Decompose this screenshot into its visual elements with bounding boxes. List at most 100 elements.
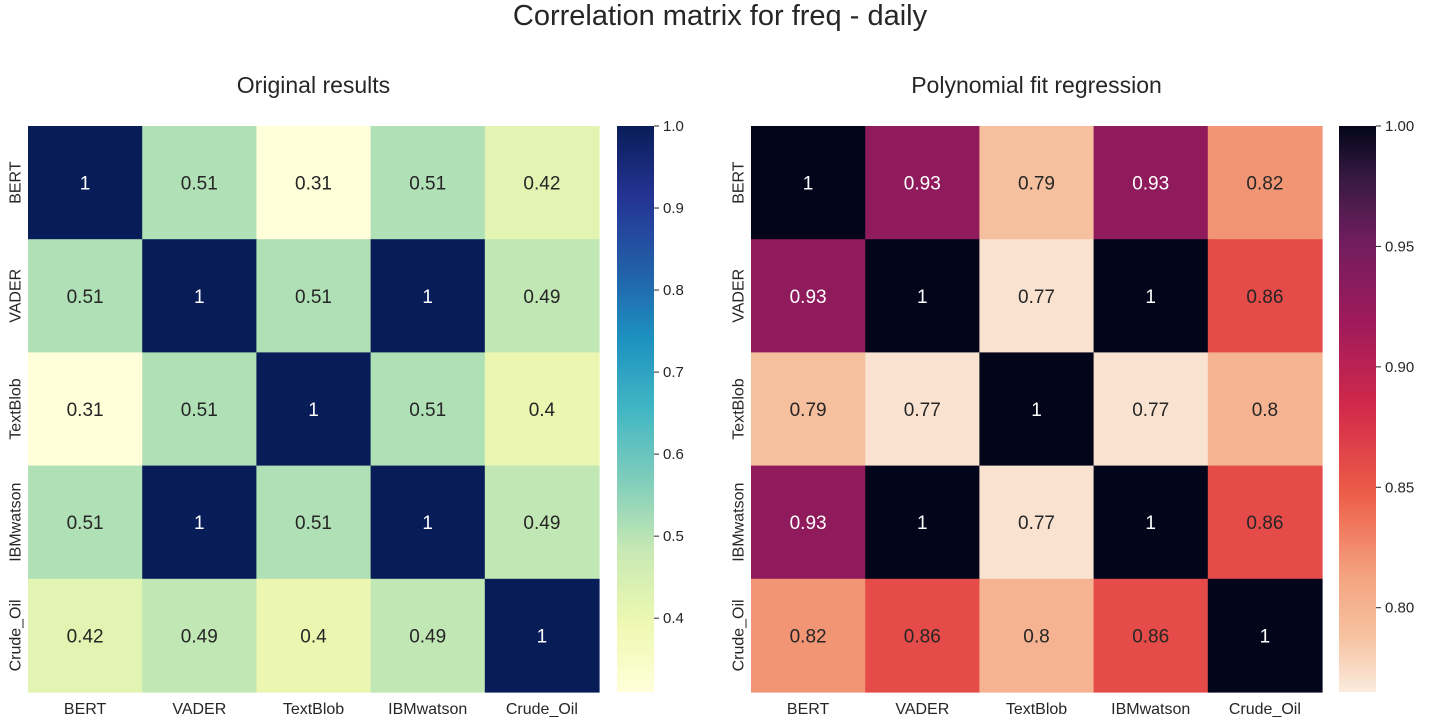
heatmap-cell (142, 126, 257, 240)
cell-annotation: 1 (194, 287, 205, 308)
heatmap-cell (484, 352, 600, 467)
y-tick-label: IBMwatson (8, 483, 25, 562)
cell-annotation: 0.77 (1018, 287, 1055, 308)
cell-annotation: 0.42 (523, 174, 560, 195)
cell-annotation: 0.93 (790, 287, 827, 308)
heatmap-cell (979, 465, 1095, 580)
cell-annotation: 0.49 (409, 626, 446, 647)
cell-annotation: 1 (917, 513, 928, 534)
heatmap-cell (142, 352, 257, 467)
cell-annotation: 1 (422, 513, 433, 534)
cell-annotation: 1 (308, 400, 319, 421)
cell-annotation: 0.51 (409, 400, 446, 421)
heatmap-cell (28, 126, 143, 240)
heatmap-cell (28, 239, 143, 353)
heatmap-cell (865, 352, 980, 467)
heatmap-cell (484, 465, 600, 580)
y-tick-label: TextBlob (731, 378, 748, 439)
heatmap-cell (979, 578, 1095, 693)
heatmap-cell (1207, 352, 1323, 467)
cell-annotation: 0.51 (295, 513, 332, 534)
cell-annotation: 0.77 (1132, 400, 1169, 421)
cell-annotation: 0.93 (1132, 174, 1169, 195)
cell-annotation: 0.49 (523, 513, 560, 534)
cell-annotation: 0.93 (904, 174, 941, 195)
cell-annotation: 1 (917, 287, 928, 308)
cell-annotation: 0.51 (181, 400, 218, 421)
heatmap-cell (1093, 578, 1209, 693)
cell-annotation: 0.86 (1246, 287, 1283, 308)
colorbar-tick-label: 0.4 (663, 610, 684, 627)
colorbar-tick-label: 0.85 (1385, 479, 1414, 496)
cell-annotation: 0.4 (529, 400, 556, 421)
heatmap-cell (484, 239, 600, 353)
heatmap-cell (1207, 465, 1323, 580)
heatmap-cell (1207, 578, 1323, 693)
y-tick-label: VADER (731, 269, 748, 323)
figure-title: Correlation matrix for freq - daily (513, 0, 928, 32)
x-tick-label: VADER (895, 701, 949, 718)
heatmap-cell (256, 465, 372, 580)
cell-annotation: 1 (194, 513, 205, 534)
cell-annotation: 1 (80, 174, 91, 195)
heatmap-cell (256, 352, 372, 467)
heatmap-cell (1207, 126, 1323, 240)
heatmap-cell (1093, 239, 1209, 353)
y-tick-label: TextBlob (8, 378, 25, 439)
cell-annotation: 0.77 (904, 400, 941, 421)
heatmap-cell (370, 352, 486, 467)
cell-annotation: 0.51 (181, 174, 218, 195)
cell-annotation: 0.51 (67, 287, 104, 308)
cell-annotation: 0.8 (1023, 626, 1049, 647)
x-tick-label: VADER (172, 701, 226, 718)
cell-annotation: 0.51 (295, 287, 332, 308)
heatmap-cell (1093, 352, 1209, 467)
cell-annotation: 1 (422, 287, 433, 308)
heatmap-cell (865, 578, 980, 693)
heatmap-cell (751, 239, 866, 353)
heatmap-cell (979, 352, 1095, 467)
cell-annotation: 0.77 (1018, 513, 1055, 534)
heatmap-cell (142, 239, 257, 353)
heatmap-panel-polyfit: Polynomial fit regression 1 0.93 0.79 0.93 0.… (731, 72, 1415, 718)
heatmap-cell (1207, 239, 1323, 353)
heatmap-cell (484, 578, 600, 693)
heatmap-cell (142, 578, 257, 693)
heatmap-cell (751, 578, 866, 693)
heatmap-cell (865, 239, 980, 353)
cell-annotation: 1 (1031, 400, 1042, 421)
y-tick-label: Crude_Oil (731, 599, 748, 671)
colorbar (617, 126, 654, 692)
cell-annotation: 1 (1260, 626, 1271, 647)
cell-annotation: 0.4 (300, 626, 327, 647)
x-tick-label: Crude_Oil (506, 701, 578, 718)
heatmap-cell (979, 126, 1095, 240)
x-tick-label: Crude_Oil (1229, 701, 1301, 718)
y-tick-label: VADER (8, 269, 25, 323)
heatmap-cell (370, 126, 486, 240)
colorbar-tick-label: 0.6 (663, 446, 684, 463)
heatmap-cell (1093, 465, 1209, 580)
heatmap-cell (28, 352, 143, 467)
colorbar-tick-label: 0.9 (663, 200, 684, 217)
heatmap-cell (256, 126, 372, 240)
colorbar-tick-label: 1.0 (663, 118, 684, 135)
colorbar-tick-label: 0.5 (663, 528, 684, 545)
cell-annotation: 0.86 (904, 626, 941, 647)
heatmap-cell (751, 352, 866, 467)
cell-annotation: 0.82 (790, 626, 827, 647)
x-tick-label: IBMwatson (1111, 701, 1190, 718)
cell-annotation: 0.51 (409, 174, 446, 195)
cell-annotation: 0.31 (67, 400, 104, 421)
cell-annotation: 0.8 (1252, 400, 1278, 421)
panel-title: Original results (237, 72, 390, 98)
cell-annotation: 0.51 (67, 513, 104, 534)
cell-annotation: 0.86 (1132, 626, 1169, 647)
cell-annotation: 1 (537, 626, 548, 647)
y-tick-label: BERT (8, 161, 25, 204)
heatmap-cell (484, 126, 600, 240)
cell-annotation: 1 (1145, 287, 1156, 308)
heatmap-cell (1093, 126, 1209, 240)
